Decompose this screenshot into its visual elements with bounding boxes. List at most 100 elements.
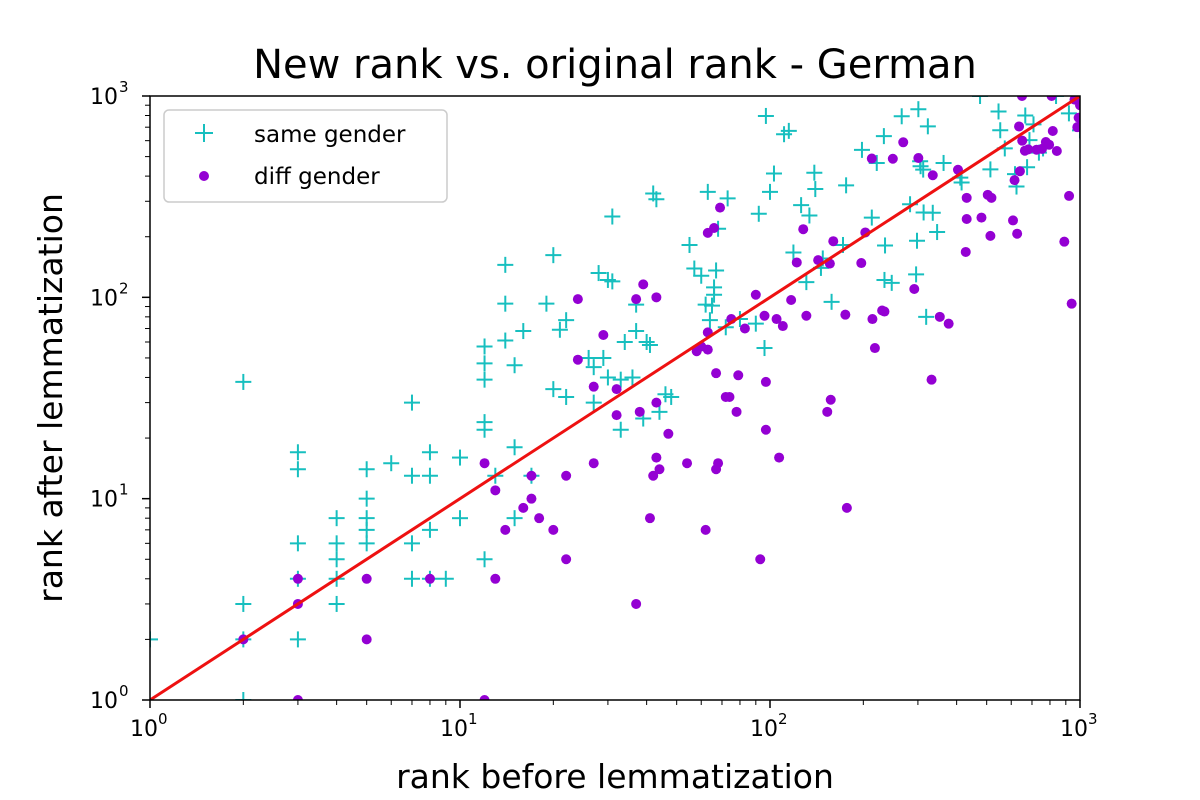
data-point-diff-gender [424,573,435,584]
data-point-diff-gender [898,137,909,148]
data-point-same-gender [765,165,782,182]
data-point-diff-gender [611,410,622,421]
data-point-diff-gender [801,310,812,321]
svg-text:0: 0 [158,710,168,728]
data-point-diff-gender [1059,236,1070,247]
data-point-diff-gender [961,213,972,224]
data-point-diff-gender [654,464,665,475]
data-point-diff-gender [1023,144,1034,155]
data-point-diff-gender [588,381,599,392]
data-point-diff-gender [598,330,609,341]
data-point-same-gender [909,232,926,249]
data-point-diff-gender [663,428,674,439]
data-point-same-gender [875,128,892,145]
data-point-diff-gender [1017,96,1028,101]
data-point-diff-gender [572,294,583,305]
svg-text:0: 0 [119,682,129,700]
legend: same gender diff gender [163,109,448,203]
data-point-diff-gender [651,452,662,463]
data-point-same-gender [437,570,454,587]
data-point-diff-gender [1014,166,1025,177]
data-point-same-gender [910,101,927,118]
data-point-diff-gender [1073,112,1080,123]
data-point-same-gender [990,103,1007,120]
data-point-diff-gender [490,485,501,496]
data-point-same-gender [915,161,932,178]
data-point-same-gender [383,455,400,472]
data-point-diff-gender [760,424,771,435]
data-point-diff-gender [759,310,770,321]
data-point-diff-gender [798,224,809,235]
data-point-diff-gender [292,573,303,584]
data-point-same-gender [476,551,493,568]
data-point-diff-gender [1051,146,1062,157]
data-point-same-gender [780,122,797,139]
data-point-same-gender [982,161,999,178]
data-point-same-gender [497,332,514,349]
data-point-diff-gender [534,513,545,524]
data-point-same-gender [289,535,306,552]
data-point-diff-gender [986,192,997,203]
data-point-diff-gender [1066,298,1077,309]
data-point-same-gender [497,295,514,312]
svg-text:10: 10 [90,689,118,714]
data-point-diff-gender [867,314,878,325]
data-point-same-gender [747,315,764,332]
data-point-same-gender [876,271,893,288]
legend-label-same-gender: same gender [254,122,406,148]
data-point-diff-gender [361,573,372,584]
data-point-same-gender [476,338,493,355]
data-point-same-gender [476,355,493,372]
data-point-diff-gender [1046,96,1057,101]
data-point-same-gender [699,183,716,200]
x-tick-label: 10 1 [440,710,478,742]
data-point-same-gender [708,262,725,279]
data-point-diff-gender [791,257,802,268]
data-point-same-gender [612,371,629,388]
svg-text:10: 10 [90,85,118,110]
data-point-diff-gender [644,513,655,524]
data-point-same-gender [919,118,936,135]
data-point-diff-gender [631,294,642,305]
data-point-diff-gender [1008,215,1019,226]
data-point-same-gender [403,467,420,484]
data-point-same-gender [801,207,818,224]
data-point-diff-gender [840,309,851,320]
data-point-diff-gender [887,153,898,164]
data-point-diff-gender [1072,122,1080,133]
data-point-same-gender [877,237,894,254]
legend-marker-diff-gender [199,171,209,181]
data-point-diff-gender [648,470,659,481]
data-point-diff-gender [934,311,945,322]
data-point-diff-gender [760,376,771,387]
legend-marker-same-gender [195,124,213,142]
data-point-same-gender [452,510,468,527]
data-point-diff-gender [572,354,583,365]
data-point-same-gender [421,521,438,538]
axis-ticks: 10 0 10 1 10 2 10 310 010 110 210 3 [90,78,1098,742]
y-tick-label: 10 0 [90,682,129,714]
data-point-same-gender [506,510,523,527]
data-point-diff-gender [750,289,761,300]
data-point-diff-gender [526,493,537,504]
data-point-same-gender [235,595,252,612]
data-point-same-gender [551,321,568,338]
data-point-same-gender [701,312,718,329]
data-point-same-gender [1017,107,1034,124]
data-point-diff-gender [561,470,572,481]
data-point-same-gender [235,373,252,390]
data-point-diff-gender [822,406,833,417]
data-point-same-gender [421,444,438,461]
data-point-same-gender [762,183,778,200]
data-point-same-gender [235,692,252,700]
svg-text:3: 3 [1088,710,1098,728]
data-point-same-gender [403,535,420,552]
data-point-same-gender [452,449,468,466]
data-point-diff-gender [774,452,785,463]
data-point-same-gender [289,461,306,478]
data-point-diff-gender [1064,190,1075,201]
svg-text:1: 1 [119,481,129,499]
data-point-same-gender [663,388,680,405]
data-point-same-gender [558,388,575,405]
data-point-diff-gender [879,306,890,317]
